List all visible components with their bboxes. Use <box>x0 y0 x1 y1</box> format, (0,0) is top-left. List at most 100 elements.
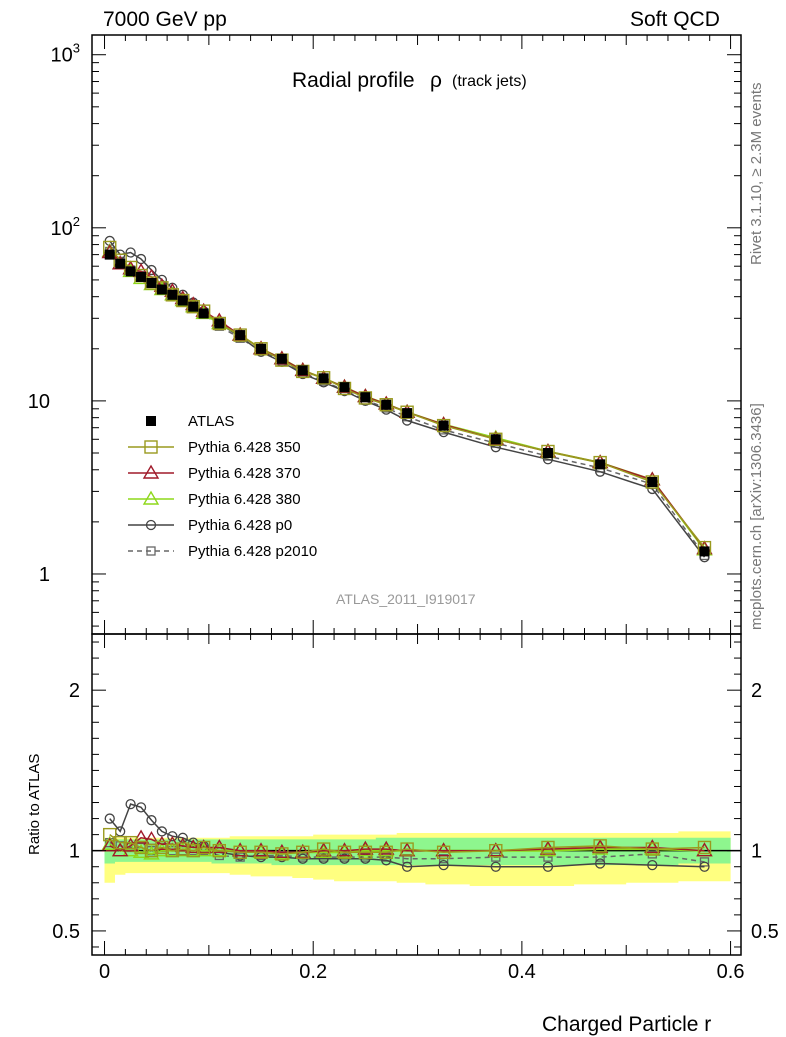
ratio-point <box>358 845 373 859</box>
ratio-point <box>699 861 710 872</box>
ratio-point <box>254 845 268 859</box>
data-point <box>358 391 373 405</box>
ratio-y-tick-label-right: 2 <box>751 680 762 702</box>
data-point <box>647 476 658 487</box>
header-left: 7000 GeV pp <box>103 8 227 31</box>
ratio-point <box>490 861 501 872</box>
ratio-point <box>123 835 138 850</box>
data-point <box>699 546 710 557</box>
ratio-point <box>645 842 660 856</box>
data-point <box>167 289 178 300</box>
legend-marker <box>146 546 156 556</box>
y-tick-label: 103 <box>51 41 80 67</box>
data-point <box>115 258 126 269</box>
data-point <box>125 247 136 258</box>
series-line-ratio <box>109 834 705 855</box>
chart-title: Radial profile <box>292 69 415 92</box>
series-line-main <box>109 250 706 556</box>
ratio-point <box>113 835 127 850</box>
ratio-point <box>647 859 658 871</box>
data-point <box>297 365 308 376</box>
ratio-point <box>211 839 228 854</box>
data-point <box>186 300 200 314</box>
ratio-point <box>233 845 247 859</box>
data-point <box>379 398 393 412</box>
ratio-frame <box>91 633 742 956</box>
legend-entry-atlas: ATLAS <box>146 413 234 430</box>
data-point <box>645 475 660 489</box>
data-point <box>104 249 115 260</box>
legend-marker <box>142 464 160 479</box>
ratio-point <box>541 840 555 855</box>
series-line-ratio <box>109 841 705 863</box>
data-point <box>436 418 451 433</box>
ratio-point <box>438 859 449 871</box>
legend-entry-pythia-6-428-380: Pythia 6.428 380 <box>128 490 301 508</box>
ratio-point <box>400 842 414 856</box>
ratio-point <box>699 857 710 867</box>
ratio-point <box>165 843 180 858</box>
ratio-point <box>164 835 181 850</box>
data-point <box>254 342 268 356</box>
data-point <box>316 371 331 385</box>
data-point <box>339 382 350 393</box>
ratio-point <box>644 839 661 854</box>
data-point <box>381 399 392 410</box>
ratio-point <box>696 842 713 857</box>
x-tick-label: 0.4 <box>508 961 536 983</box>
ratio-point <box>176 842 190 856</box>
ratio-point <box>143 845 160 860</box>
ratio-y-tick-label: 2 <box>69 680 80 702</box>
legend: ATLAS Pythia 6.428 350 Pythia 6.428 370 Pyt… <box>128 413 317 560</box>
data-point <box>276 353 287 364</box>
ratio-point <box>318 853 329 864</box>
ratio-point <box>436 845 451 859</box>
data-point <box>438 420 449 431</box>
series-line-ratio <box>109 803 705 868</box>
data-point <box>156 284 167 295</box>
ratio-point <box>174 837 191 852</box>
ratio-point <box>195 842 212 857</box>
chart-title-sub: (track jets) <box>452 73 527 90</box>
axes-layer: 0 0.2 0.4 0.6 1 10 102 103 0.5 0.5 1 1 2 2 <box>28 34 779 983</box>
y-tick-label: 10 <box>28 391 50 413</box>
x-tick-label: 0.6 <box>717 961 745 983</box>
ratio-point <box>435 842 452 857</box>
legend-marker <box>142 490 160 505</box>
ratio-point <box>134 840 148 855</box>
ratio-point <box>489 843 503 858</box>
y-tick-label: 102 <box>51 214 80 240</box>
ratio-point <box>487 842 505 857</box>
ratio-point <box>296 845 310 859</box>
legend-label: ATLAS <box>188 413 234 430</box>
data-point <box>177 295 188 306</box>
legend-label: Pythia 6.428 p2010 <box>188 543 317 560</box>
x-tick-label: 0 <box>99 961 110 983</box>
ratio-point <box>542 861 554 872</box>
legend-marker <box>144 440 158 454</box>
series-layer <box>101 235 713 872</box>
data-point <box>318 373 329 384</box>
legend-entry-pythia-6-428-p0: Pythia 6.428 p0 <box>128 517 292 534</box>
header-right: Soft QCD <box>630 8 720 31</box>
ratio-point <box>104 813 115 824</box>
legend-entry-pythia-6-428-p2010: Pythia 6.428 p2010 <box>128 543 317 560</box>
ratio-y-tick-label: 0.5 <box>52 921 80 943</box>
x-tick-label: 0.2 <box>299 961 327 983</box>
ratio-point <box>378 840 395 855</box>
ratio-point <box>594 858 606 869</box>
ratio-point <box>275 847 289 861</box>
ratio-y-tick-label: 1 <box>69 841 80 863</box>
ratio-point <box>186 843 200 858</box>
ratio-point <box>144 843 159 858</box>
data-point <box>144 276 159 290</box>
ratio-point <box>184 839 202 854</box>
ratio-point <box>101 835 118 850</box>
ratio-point <box>273 843 291 858</box>
ratio-point <box>155 840 169 855</box>
data-point <box>489 432 503 446</box>
ratio-point <box>252 842 270 857</box>
ratio-point <box>401 861 413 872</box>
ratio-point <box>125 798 136 810</box>
